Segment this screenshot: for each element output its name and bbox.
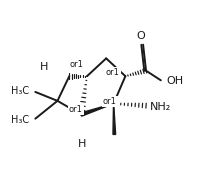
Text: H: H: [78, 139, 86, 149]
Text: H: H: [40, 62, 48, 72]
Text: H₃C: H₃C: [11, 115, 29, 125]
Text: or1: or1: [70, 60, 84, 69]
Text: or1: or1: [106, 68, 120, 77]
Text: OH: OH: [166, 76, 183, 86]
Text: NH₂: NH₂: [150, 102, 171, 112]
Text: or1: or1: [103, 97, 117, 106]
Text: O: O: [137, 31, 145, 41]
Polygon shape: [113, 104, 116, 134]
Text: H₃C: H₃C: [11, 86, 29, 96]
Text: or1: or1: [69, 105, 83, 114]
Polygon shape: [80, 104, 114, 116]
